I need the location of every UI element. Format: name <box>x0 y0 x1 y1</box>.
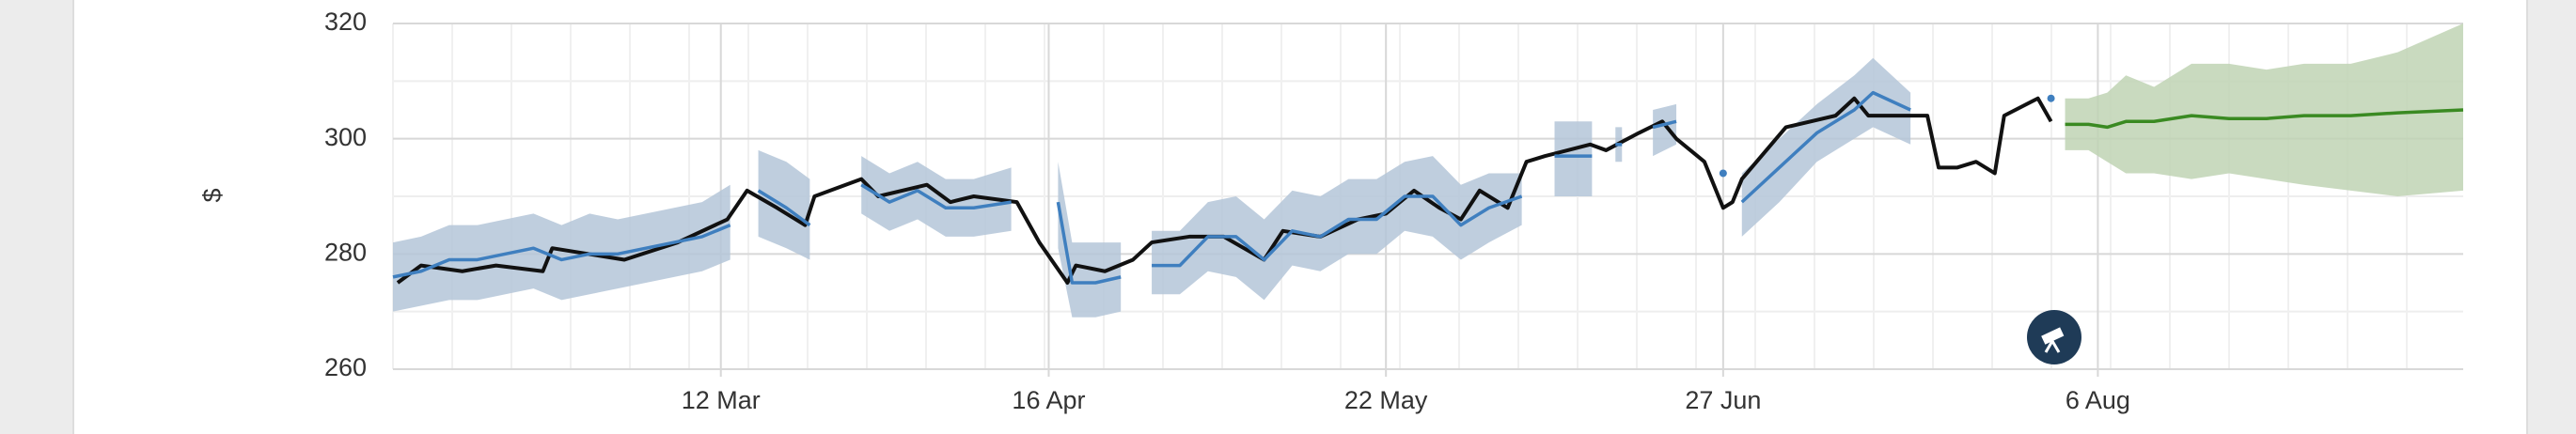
confidence-band <box>1741 57 1911 237</box>
line <box>1056 201 1122 285</box>
confidence-band <box>1058 162 1122 318</box>
y-tick-label: 300 <box>324 123 367 151</box>
confidence-band <box>1653 103 1677 157</box>
point <box>1719 169 1727 178</box>
line <box>1152 194 1523 268</box>
line <box>1652 119 1677 130</box>
x-tick-label: 22 May <box>1344 386 1428 414</box>
line <box>2065 108 2464 130</box>
confidence-band <box>2065 23 2463 196</box>
confidence-band <box>1554 121 1593 196</box>
icon[interactable] <box>2027 310 2081 364</box>
point <box>2047 94 2055 102</box>
y-axis-label: $ <box>198 188 227 202</box>
plot: 260 280 300 320 12 Mar 16 Apr 22 May 27 Jun 6 Au… <box>324 8 2464 414</box>
confidence-band <box>861 156 1012 237</box>
line <box>392 224 731 279</box>
x-tick-label: 27 Jun <box>1685 386 1761 414</box>
y-tick-label: 320 <box>324 8 367 36</box>
line <box>757 189 811 227</box>
x-tick-label: 16 Apr <box>1012 386 1085 414</box>
card-edge <box>72 0 74 434</box>
y-tick-label: 280 <box>324 238 367 266</box>
line <box>1740 90 1911 204</box>
x-tick-label: 6 Aug <box>2066 386 2130 414</box>
card-edge <box>2526 0 2528 434</box>
line <box>860 183 1012 210</box>
y-tick-label: 260 <box>324 353 367 381</box>
x-tick-label: 12 Mar <box>682 386 761 414</box>
